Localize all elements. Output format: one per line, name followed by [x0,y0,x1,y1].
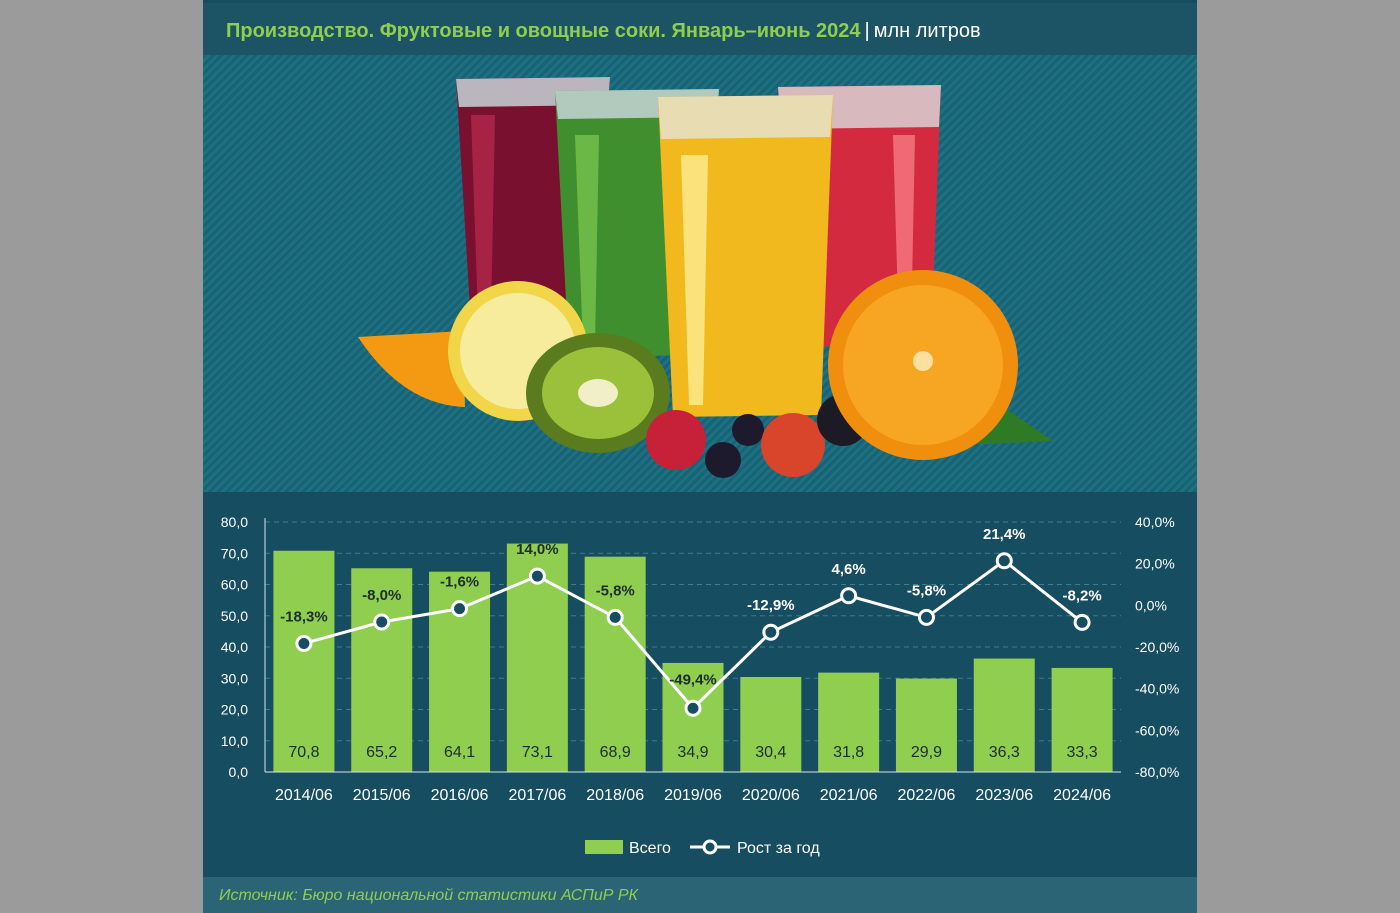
bar [351,568,413,772]
y-right-tick-label: 40,0% [1135,514,1175,530]
bar-value-label: 30,4 [755,744,786,761]
y-right-tick-label: -40,0% [1135,681,1179,697]
x-tick-label: 2020/06 [742,787,800,804]
growth-point [295,634,313,652]
y-left-tick-label: 50,0 [221,608,248,624]
y-left-tick-label: 0,0 [229,764,249,780]
legend-marker-growth [702,839,718,855]
y-right-tick-label: 0,0% [1135,597,1167,613]
x-tick-label: 2014/06 [275,787,333,804]
x-tick-label: 2018/06 [586,787,644,804]
y-right-tick-label: -60,0% [1135,722,1179,738]
bar-value-label: 68,9 [600,744,631,761]
growth-value-label: 14,0% [516,541,559,558]
yellow-juice-glass [658,95,833,417]
growth-value-label: -8,2% [1062,587,1101,604]
growth-value-label: -1,6% [440,574,479,591]
bars [273,543,1113,772]
x-tick-label: 2016/06 [431,787,489,804]
y-left-tick-label: 40,0 [221,639,248,655]
production-chart: 0,0 10,0 20,0 30,0 40,0 50,0 60,0 70,0 80,0 -80,0… [221,514,1180,857]
bar-value-label: 64,1 [444,744,475,761]
source-bar: Источник: Бюро национальной статистики А… [203,877,1197,913]
growth-value-label: -5,8% [596,582,635,599]
legend: Всего Рост за год [585,839,820,857]
title-text: Производство. Фруктовые и овощные соки. … [226,20,861,42]
y-left-tick-label: 60,0 [221,577,248,593]
bar [584,556,646,772]
data-labels: 70,8 65,2 64,1 73,1 68,9 34,9 30,4 31,8 29,9 36,3… [280,526,1102,761]
x-tick-label: 2022/06 [898,787,956,804]
bar-value-label: 73,1 [522,744,553,761]
growth-value-label: -5,8% [907,582,946,599]
growth-point [762,623,780,641]
bar [895,678,957,772]
bar-value-label: 31,8 [833,744,864,761]
title-separator: | [864,20,870,42]
bar [1051,667,1113,772]
chart-title: Производство. Фруктовые и овощные соки. … [226,20,981,43]
bar-value-label: 65,2 [366,744,397,761]
x-tick-label: 2024/06 [1053,787,1111,804]
growth-point [917,608,935,626]
y-left-tick-label: 80,0 [221,514,248,530]
y-right-tick-label: -20,0% [1135,639,1179,655]
growth-point [995,552,1013,570]
bar-value-label: 29,9 [911,744,942,761]
growth-value-label: -49,4% [669,671,717,688]
bar [973,658,1035,772]
unit-label: млн литров [873,20,981,42]
fruits [358,270,1053,478]
x-tick-label: 2021/06 [820,787,878,804]
growth-point [684,699,702,717]
y-right-tick-label: 20,0% [1135,556,1175,572]
bar [818,672,880,772]
growth-point [606,608,624,626]
legend-swatch-total [585,840,623,854]
y-left-tick-label: 20,0 [221,702,248,718]
bar-value-label: 36,3 [989,744,1020,761]
x-tick-label: 2015/06 [353,787,411,804]
bar-value-label: 34,9 [677,744,708,761]
bar-value-label: 70,8 [288,744,319,761]
bar [662,662,724,772]
growth-point [451,600,469,618]
y-right-tick-label: -80,0% [1135,764,1179,780]
x-tick-label: 2017/06 [508,787,566,804]
bar-value-label: 33,3 [1067,744,1098,761]
chart-card: Производство. Фруктовые и овощные соки. … [203,0,1197,913]
x-tick-label: 2023/06 [975,787,1033,804]
growth-point [840,587,858,605]
growth-value-label: 21,4% [983,526,1026,543]
y-left-tick-label: 30,0 [221,670,248,686]
y-left-tick-label: 10,0 [221,733,248,749]
growth-value-label: -12,9% [747,597,795,614]
y-left-tick-label: 70,0 [221,545,248,561]
x-tick-label: 2019/06 [664,787,722,804]
growth-line [295,552,1091,717]
bar [273,550,335,772]
title-bar: Производство. Фруктовые и овощные соки. … [203,3,1197,55]
growth-value-label: -8,0% [362,587,401,604]
axes: 0,0 10,0 20,0 30,0 40,0 50,0 60,0 70,0 80,0 -80,0… [221,514,1180,804]
juice-glasses-and-fruits-image [203,55,1197,492]
bar [740,677,802,772]
growth-value-label: -18,3% [280,608,328,625]
growth-point [528,567,546,585]
growth-point [1073,613,1091,631]
growth-value-label: 4,6% [832,561,866,578]
legend-label-growth: Рост за год [737,840,820,857]
growth-point [373,613,391,631]
legend-label-total: Всего [629,840,671,857]
source-note: Источник: Бюро национальной статистики А… [219,887,638,904]
